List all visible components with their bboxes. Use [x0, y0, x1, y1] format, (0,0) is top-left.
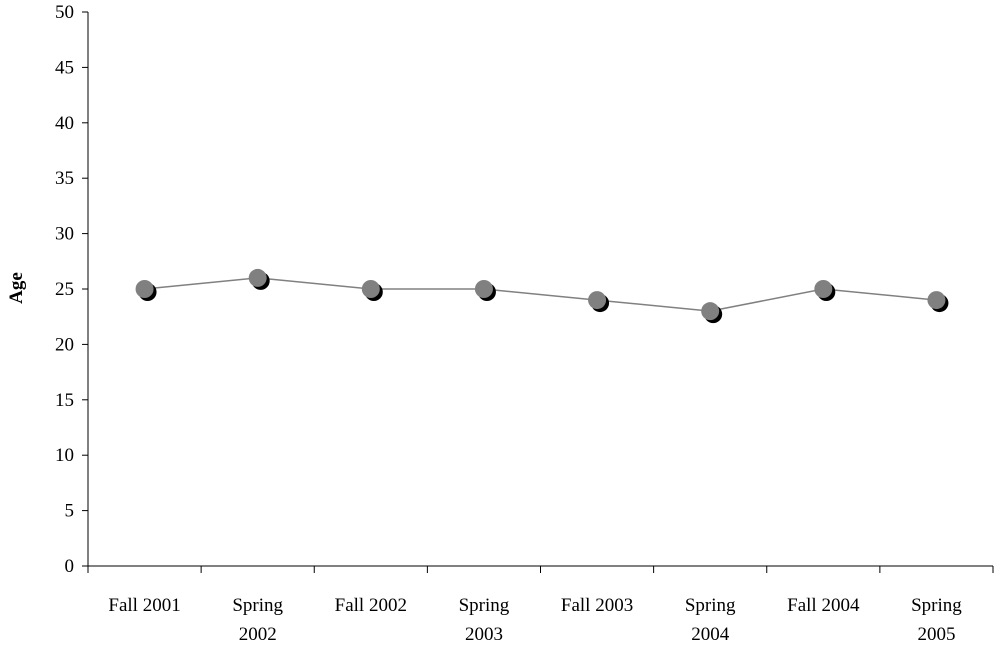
x-tick-label: Spring 2005: [911, 595, 962, 645]
y-tick-label: 0: [65, 556, 75, 577]
series-age: [135, 268, 949, 324]
data-point: [701, 302, 723, 324]
y-tick-label: 40: [55, 113, 74, 134]
x-tick-label-line: Fall 2001: [108, 595, 180, 616]
data-point: [814, 280, 836, 301]
x-tick-label-line: Fall 2003: [561, 595, 633, 616]
data-point-marker: [361, 280, 380, 298]
x-tick-label-line: Spring: [232, 595, 283, 616]
data-point-marker: [701, 302, 720, 321]
y-tick-label: 45: [55, 57, 74, 78]
x-tick-label-line: Spring: [911, 595, 962, 616]
data-point: [588, 291, 610, 313]
x-tick-label-line: Spring: [685, 595, 736, 616]
data-point-marker: [814, 280, 833, 298]
x-tick-label: Spring 2002: [232, 595, 283, 645]
y-axis-label: Age: [6, 272, 27, 304]
data-point: [927, 291, 949, 313]
y-tick-label: 10: [55, 445, 74, 466]
data-point-marker: [927, 291, 946, 310]
y-tick-label: 25: [55, 279, 74, 300]
x-tick-label-line: 2005: [917, 624, 955, 645]
y-tick-label: 50: [55, 2, 74, 23]
data-point: [135, 280, 157, 301]
y-tick-label: 35: [55, 168, 74, 189]
data-point: [474, 280, 496, 301]
x-tick-label-line: 2002: [239, 624, 277, 645]
data-point-marker: [588, 291, 607, 310]
data-point-marker: [474, 280, 493, 298]
x-tick-label: Spring 2003: [459, 595, 510, 645]
x-tick-label: Fall 2001: [108, 595, 180, 616]
series-line: [144, 277, 937, 312]
x-tick-label-line: Fall 2004: [787, 595, 860, 616]
x-tick-label: Fall 2002: [335, 595, 407, 616]
x-tick-label: Spring 2004: [685, 595, 736, 645]
data-point-marker: [135, 280, 154, 298]
x-tick-label-line: 2003: [465, 624, 503, 645]
x-tick-label-line: 2004: [691, 624, 730, 645]
x-tick-label: Fall 2004: [787, 595, 860, 616]
x-tick-label-line: Fall 2002: [335, 595, 407, 616]
data-point: [361, 280, 383, 301]
x-tick-label: Fall 2003: [561, 595, 633, 616]
data-point-marker: [248, 268, 267, 287]
y-tick-label: 5: [65, 501, 75, 522]
y-tick-label: 15: [55, 390, 74, 411]
y-tick-label: 30: [55, 224, 74, 245]
data-point: [248, 268, 270, 290]
x-tick-label-line: Spring: [459, 595, 510, 616]
y-axis: 0 5 10 15 20 25 30 35 40 45 50: [55, 2, 89, 577]
y-tick-label: 20: [55, 334, 74, 355]
x-axis: Fall 2001 Spring 2002 Fall 2002 Spring 2003 Fa…: [87, 565, 994, 645]
